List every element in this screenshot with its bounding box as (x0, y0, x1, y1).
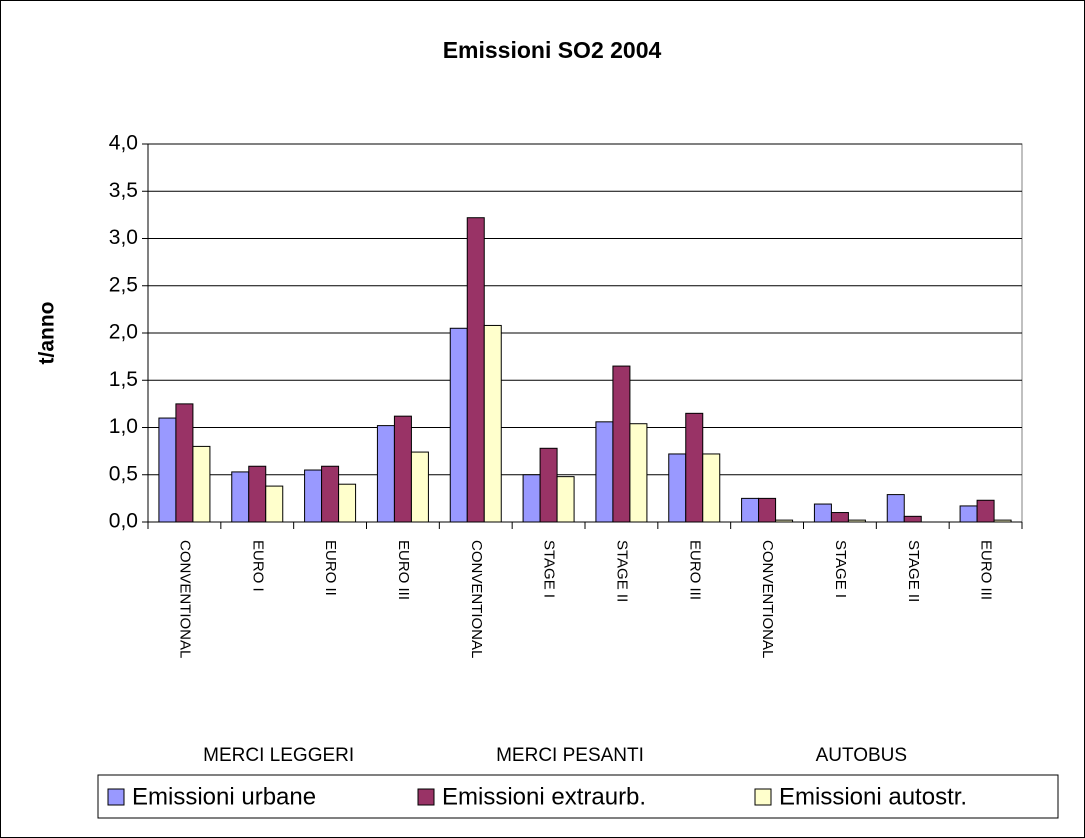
x-tick-label: CONVENTIONAL (759, 540, 776, 658)
bar (847, 519, 866, 523)
x-tick-label: STAGE I (832, 540, 849, 598)
x-tick-label: EURO III (686, 540, 703, 600)
y-tick-label: 3,0 (109, 226, 138, 249)
bar (612, 365, 631, 523)
legend-label: Emissioni autostr. (779, 783, 967, 810)
bar (466, 217, 485, 523)
bar (629, 423, 648, 523)
bar (522, 474, 541, 523)
legend-swatch (754, 788, 772, 806)
y-tick-label: 1,5 (109, 368, 138, 391)
y-tick-label: 4,0 (109, 132, 138, 155)
bar (741, 497, 760, 523)
legend-label: Emissioni urbane (132, 783, 316, 810)
bar (685, 412, 704, 523)
x-tick-label: EURO II (322, 540, 339, 596)
y-tick-label: 0,0 (109, 510, 138, 533)
bar (175, 403, 194, 523)
bar (231, 471, 250, 523)
y-axis-label: t/anno (36, 302, 59, 365)
bar (265, 485, 284, 523)
chart-title: Emissioni SO2 2004 (443, 37, 662, 63)
x-tick-label: CONVENTIONAL (468, 540, 485, 658)
group-label: MERCI PESANTI (496, 745, 644, 766)
legend-swatch (417, 788, 435, 806)
bar (539, 447, 558, 523)
bar (758, 497, 777, 523)
bar (903, 515, 922, 523)
y-tick-label: 0,5 (109, 462, 138, 485)
bar (321, 465, 340, 523)
bar (702, 453, 721, 523)
bar (376, 425, 395, 523)
y-tick-label: 2,5 (109, 273, 138, 296)
bar (775, 519, 794, 523)
y-tick-label: 3,5 (109, 179, 138, 202)
x-tick-label: CONVENTIONAL (176, 540, 193, 658)
bar (886, 494, 905, 523)
bar (410, 451, 429, 523)
x-tick-label: STAGE II (613, 540, 630, 602)
group-label: MERCI LEGGERI (203, 745, 354, 766)
x-tick-label: EURO III (978, 540, 995, 600)
legend-label: Emissioni extraurb. (442, 783, 646, 810)
x-tick-label: EURO III (395, 540, 412, 600)
bar (813, 503, 832, 523)
y-tick-label: 1,0 (109, 415, 138, 438)
bar (830, 512, 849, 523)
x-tick-label: EURO I (249, 540, 266, 592)
bar (304, 469, 323, 523)
bar (668, 453, 687, 523)
bar (976, 499, 995, 523)
bar (393, 415, 412, 523)
x-tick-label: STAGE II (905, 540, 922, 602)
bar (248, 465, 267, 523)
bar (556, 476, 575, 523)
bar (192, 445, 211, 523)
bar (158, 417, 177, 523)
bar (338, 483, 357, 523)
bar (959, 505, 978, 523)
bar (595, 421, 614, 523)
y-tick-label: 2,0 (109, 321, 138, 344)
legend (97, 774, 1059, 819)
bar (483, 324, 502, 523)
group-label: AUTOBUS (816, 745, 908, 766)
x-tick-label: STAGE I (541, 540, 558, 598)
bar (449, 327, 468, 523)
legend-swatch (107, 788, 125, 806)
bar (993, 519, 1012, 523)
